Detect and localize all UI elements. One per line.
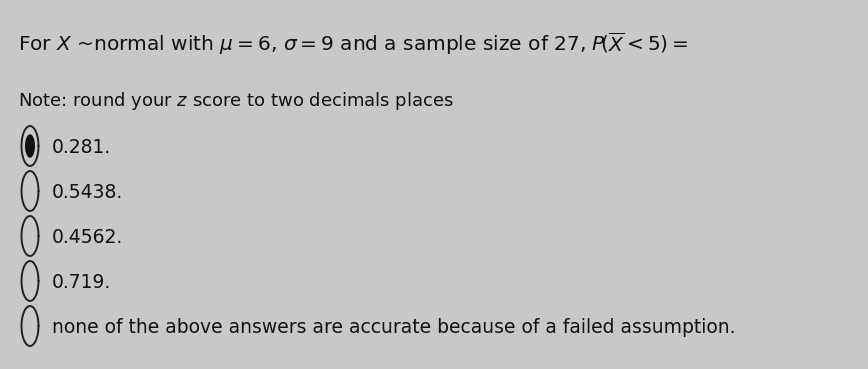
Text: 0.4562.: 0.4562. [52,228,123,247]
Text: 0.281.: 0.281. [52,138,111,157]
Polygon shape [25,134,35,158]
Text: For $X$ ~normal with $\mu = 6$, $\sigma = 9$ and a sample size of 27, $P\!\left(: For $X$ ~normal with $\mu = 6$, $\sigma … [18,30,688,57]
Text: 0.5438.: 0.5438. [52,183,123,202]
Text: none of the above answers are accurate because of a failed assumption.: none of the above answers are accurate b… [52,318,735,337]
Text: 0.719.: 0.719. [52,273,111,292]
Text: Note: round your $z$ score to two decimals places: Note: round your $z$ score to two decima… [18,90,454,112]
